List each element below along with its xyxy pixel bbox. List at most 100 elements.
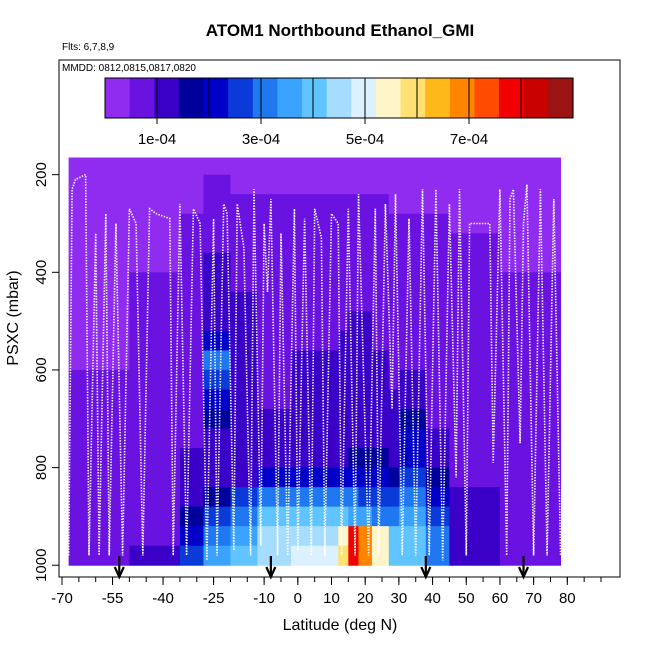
heatmap-cell [291, 272, 339, 293]
heatmap-cell [338, 233, 349, 254]
x-tick-label: -55 [102, 590, 124, 607]
heatmap-cell [358, 330, 373, 351]
heatmap-cell [358, 389, 373, 410]
colorbar-tick-label: 7e-04 [450, 131, 488, 148]
heatmap-cell [348, 233, 359, 254]
heatmap-cell [179, 213, 204, 234]
heatmap-cell [388, 389, 400, 410]
heatmap-cell [388, 428, 400, 449]
colorbar-swatch [277, 78, 303, 118]
heatmap-cell [358, 252, 373, 273]
heatmap-cell [425, 330, 450, 351]
heatmap-cell [499, 291, 562, 312]
heatmap-cell [203, 291, 231, 312]
x-tick-label: -40 [152, 590, 174, 607]
heatmap-cell [425, 213, 450, 234]
heatmap-cell [388, 174, 400, 195]
heatmap-cell [257, 487, 292, 508]
heatmap-cell [203, 194, 231, 215]
heatmap-cell [425, 311, 450, 332]
heatmap-cell [291, 311, 339, 332]
heatmap-cell [338, 545, 349, 566]
heatmap-cell [398, 448, 427, 469]
heatmap-cell [398, 252, 427, 273]
heatmap-cell [291, 350, 339, 371]
heatmap-cell [358, 467, 373, 488]
heatmap-cell [449, 545, 501, 566]
heatmap-cell [179, 428, 204, 449]
heatmap-cell [179, 526, 204, 547]
heatmap-cell [371, 330, 390, 351]
x-tick-label: -25 [203, 590, 225, 607]
x-axis: -70 -55 -40 -25 -10 0 10 20 30 40 50 60 70 80 [51, 577, 602, 607]
colorbar-swatch [129, 78, 155, 118]
heatmap-cell [179, 157, 204, 176]
heatmap-cell [203, 330, 231, 351]
heatmap-cell [129, 467, 181, 488]
heatmap-cell [398, 194, 427, 215]
colorbar-swatch [252, 78, 279, 118]
heatmap-cell [291, 369, 339, 390]
y-tick-label: 1000 [33, 549, 50, 582]
heatmap-cell [358, 194, 373, 215]
x-tick-label: -10 [253, 590, 275, 607]
y-axis-label: PSXC (mbar) [5, 270, 22, 365]
heatmap-cell [425, 409, 450, 430]
colorbar-swatch [425, 78, 451, 118]
heatmap-cell [449, 409, 501, 430]
heatmap-cell [425, 272, 450, 293]
heatmap-cell [291, 330, 339, 351]
heatmap-cell [499, 194, 562, 215]
heatmap-cell [348, 369, 359, 390]
colorbar-swatch [203, 78, 229, 118]
x-tick-label: 0 [294, 590, 302, 607]
heatmap-cell [68, 272, 130, 293]
heatmap-cell [68, 506, 130, 527]
heatmap-cell [348, 389, 359, 410]
heatmap-cell [388, 369, 400, 390]
heatmap-cell [257, 545, 292, 566]
heatmap-cell [129, 291, 181, 312]
heatmap-cell [291, 467, 339, 488]
colorbar-swatch [548, 78, 574, 118]
heatmap-cell [257, 233, 292, 254]
heatmap-cell [398, 213, 427, 234]
heatmap-cell [388, 545, 400, 566]
heatmap-cell [425, 174, 450, 195]
colorbar-swatch [474, 78, 500, 118]
heatmap-cell [68, 213, 130, 234]
heatmap-cell [230, 272, 258, 293]
heatmap-cell [129, 350, 181, 371]
heatmap-cell [68, 233, 130, 254]
heatmap-cell [68, 311, 130, 332]
heatmap-cell [388, 350, 400, 371]
heatmap-cell [68, 157, 130, 176]
heatmap-cell [499, 174, 562, 195]
heatmap-cell [129, 428, 181, 449]
heatmap-cell [338, 389, 349, 410]
heatmap-cell [425, 252, 450, 273]
heatmap-cell [371, 369, 390, 390]
y-axis: 200 400 600 800 1000 [33, 162, 59, 582]
heatmap-cell [371, 545, 390, 566]
heatmap-cell [257, 174, 292, 195]
heatmap-cell [371, 350, 390, 371]
heatmap-cell [449, 252, 501, 273]
heatmap-cell [371, 409, 390, 430]
heatmap-cell [499, 389, 562, 410]
x-tick-label: 50 [458, 590, 475, 607]
dates-label: MMDD: 0812,0815,0817,0820 [62, 63, 196, 74]
heatmap-cell [129, 272, 181, 293]
heatmap-cell [358, 174, 373, 195]
heatmap-cell [388, 506, 400, 527]
x-tick-label: 30 [391, 590, 408, 607]
heatmap-cell [203, 311, 231, 332]
heatmap-cell [68, 448, 130, 469]
heatmap-cell [449, 369, 501, 390]
heatmap-cell [129, 252, 181, 273]
heatmap-cell [358, 213, 373, 234]
heatmap-cell [68, 174, 130, 195]
heatmap-cell [338, 350, 349, 371]
heatmap-cell [129, 174, 181, 195]
heatmap-cell [203, 467, 231, 488]
